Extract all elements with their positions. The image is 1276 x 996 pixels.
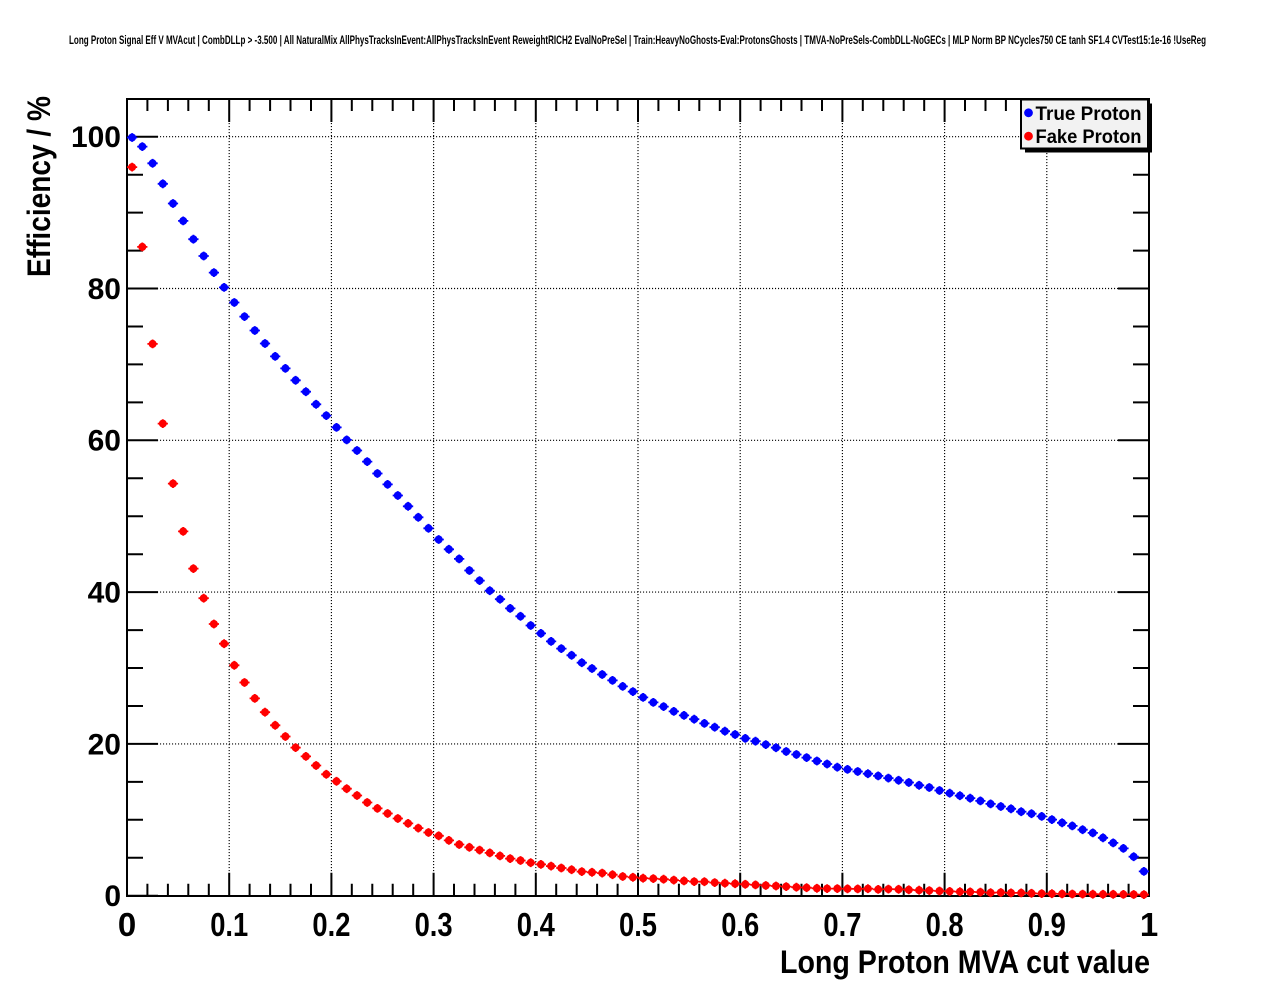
svg-text:True Proton: True Proton — [1036, 103, 1142, 125]
svg-text:0: 0 — [118, 906, 136, 943]
svg-text:Fake Proton: Fake Proton — [1036, 126, 1142, 148]
svg-text:Long Proton MVA cut value: Long Proton MVA cut value — [780, 944, 1150, 980]
svg-text:0.1: 0.1 — [210, 906, 248, 943]
svg-text:0.6: 0.6 — [721, 906, 759, 943]
svg-text:Long Proton Signal Eff V MVAcu: Long Proton Signal Eff V MVAcut | CombDL… — [69, 33, 1206, 47]
svg-text:60: 60 — [88, 425, 121, 458]
svg-text:0.9: 0.9 — [1028, 906, 1066, 943]
svg-text:0.3: 0.3 — [415, 906, 453, 943]
svg-text:0.7: 0.7 — [823, 906, 861, 943]
svg-text:0: 0 — [104, 880, 121, 913]
svg-text:0.2: 0.2 — [312, 906, 350, 943]
svg-text:0.4: 0.4 — [517, 906, 556, 943]
svg-text:20: 20 — [88, 728, 121, 761]
svg-text:Efficiency / %: Efficiency / % — [21, 96, 57, 277]
svg-text:1: 1 — [1140, 906, 1158, 943]
svg-text:0.5: 0.5 — [619, 906, 657, 943]
svg-text:0.8: 0.8 — [926, 906, 964, 943]
svg-text:100: 100 — [71, 121, 121, 154]
svg-text:80: 80 — [88, 273, 121, 306]
svg-text:40: 40 — [88, 577, 121, 610]
